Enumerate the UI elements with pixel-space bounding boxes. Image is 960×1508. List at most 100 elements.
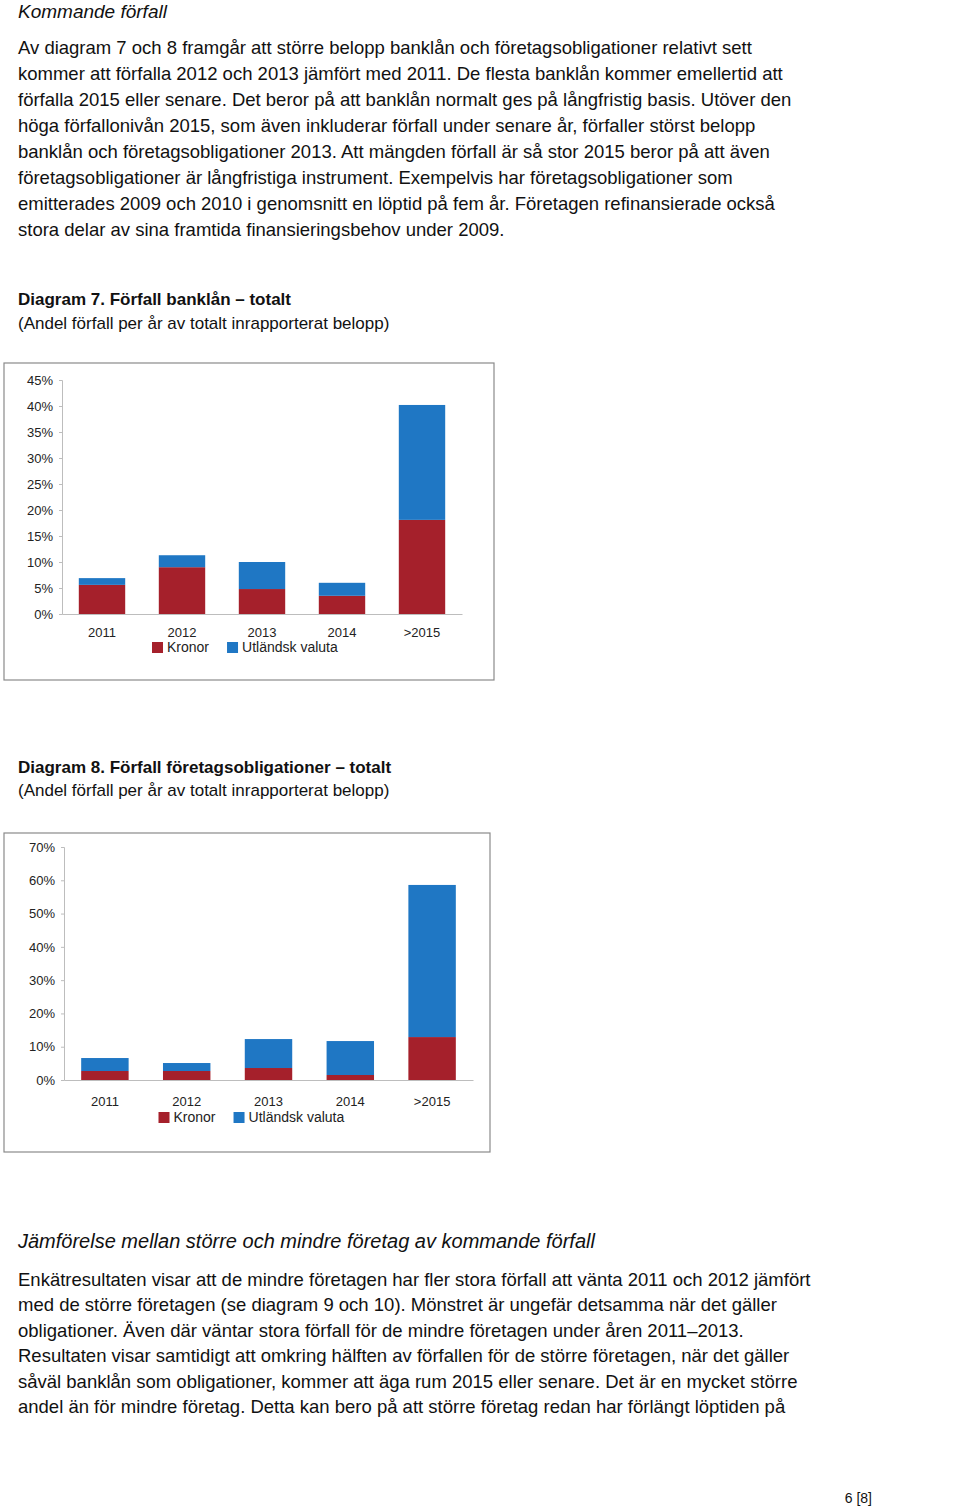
x-tick-label: 2013: [248, 625, 277, 640]
bar: [408, 885, 455, 1037]
y-tick: 45%: [27, 373, 62, 388]
x-tick: 2011: [91, 1080, 119, 1109]
y-tick-label: 45%: [27, 373, 53, 388]
chart-subtitle: (Andel förfall per år av totalt inrappor…: [18, 314, 389, 333]
y-tick-mark: [61, 914, 64, 915]
y-tick-label: 40%: [27, 399, 53, 414]
x-axis-line: [65, 1080, 474, 1081]
x-axis: 2011 2012 2013 2014 >2015: [65, 1080, 474, 1109]
y-tick-label: 60%: [29, 873, 55, 888]
chart-title: Diagram 8. Förfall företagsobligationer …: [18, 758, 391, 777]
y-tick-mark: [59, 406, 62, 407]
y-tick-mark: [61, 847, 64, 848]
y-tick-mark: [59, 536, 62, 537]
x-tick-label: 2013: [254, 1094, 283, 1109]
y-tick: 0%: [36, 1073, 64, 1088]
page-background: [0, 0, 960, 1508]
x-tick: >2015: [404, 614, 441, 640]
y-tick-mark: [59, 484, 62, 485]
y-tick-mark: [59, 588, 62, 589]
page: Kommande förfallAv diagram 7 och 8 framg…: [0, 0, 960, 1508]
x-tick-label: 2011: [91, 1094, 119, 1109]
bar: [159, 555, 205, 567]
paragraph-line: höga förfallonivån 2015, som även inklud…: [18, 115, 755, 136]
x-tick: 2014: [336, 1080, 365, 1109]
y-tick-mark: [59, 458, 62, 459]
y-tick: 50%: [29, 906, 64, 921]
y-tick: 10%: [27, 555, 62, 570]
chart-title: Diagram 7. Förfall banklån – totalt: [18, 290, 291, 309]
legend-item: Kronor: [159, 1109, 216, 1125]
legend: Kronor Utländsk valuta: [159, 1109, 345, 1125]
paragraph: Enkätresultaten visar att de mindre före…: [18, 1269, 811, 1417]
paragraph-line: emitterades 2009 och 2010 i genomsnitt e…: [18, 193, 776, 214]
x-tick: 2014: [328, 614, 357, 640]
legend-swatch: [152, 642, 163, 653]
bar: [327, 1041, 374, 1075]
chart-frame: [4, 833, 490, 1152]
x-axis-line: [63, 614, 463, 615]
y-tick: 25%: [27, 477, 62, 492]
bar: [245, 1068, 292, 1080]
chart-frame: [4, 363, 494, 680]
paragraph-line: företagsobligationer är långfristiga ins…: [18, 167, 733, 188]
legend: KronorUtländsk valuta: [152, 639, 338, 655]
paragraph: Av diagram 7 och 8 framgår att större be…: [18, 37, 791, 240]
bar: [319, 583, 365, 596]
y-tick-mark: [59, 614, 62, 615]
series: [81, 885, 456, 1075]
y-tick-label: 40%: [29, 940, 55, 955]
bar: [239, 562, 285, 589]
y-tick-label: 70%: [29, 840, 55, 855]
y-tick-label: 0%: [36, 1073, 55, 1088]
bar: [408, 1037, 455, 1080]
paragraph-line: Enkätresultaten visar att de mindre före…: [18, 1269, 811, 1290]
y-tick-mark: [59, 510, 62, 511]
bar: [79, 585, 125, 614]
y-tick-mark: [61, 880, 64, 881]
paragraph-line: obligationer. Även där väntar stora förf…: [18, 1320, 744, 1341]
bars: [81, 885, 456, 1080]
y-axis: 0% 10% 20% 30% 40% 50% 60% 70%: [29, 840, 65, 1088]
x-tick: 2013: [248, 614, 277, 640]
legend-swatch: [159, 1112, 170, 1123]
y-tick-mark: [61, 980, 64, 981]
chart: Diagram 7. Förfall banklån – totalt (Ande…: [4, 290, 494, 680]
x-tick-label: >2015: [414, 1094, 451, 1109]
y-tick-label: 0%: [34, 607, 53, 622]
x-tick: 2011: [88, 614, 116, 640]
x-tick-label: 2012: [172, 1094, 201, 1109]
y-tick: 70%: [29, 840, 64, 855]
y-tick: 40%: [27, 399, 62, 414]
series: [79, 405, 445, 596]
paragraph-line: Resultaten visar samtidigt att omkring h…: [18, 1345, 789, 1366]
series: [79, 520, 445, 614]
paragraph-line: stora delar av sina framtida finansierin…: [18, 219, 504, 240]
x-tick: 2013: [254, 1080, 283, 1109]
bar: [81, 1058, 128, 1071]
chart-subtitle: (Andel förfall per år av totalt inrappor…: [18, 781, 389, 800]
series: [81, 1037, 456, 1080]
y-tick-mark: [59, 380, 62, 381]
y-tick: 30%: [29, 973, 64, 988]
section-heading: Jämförelse mellan större och mindre före…: [17, 1230, 595, 1252]
x-tick-label: >2015: [404, 625, 441, 640]
y-axis-line: [59, 381, 63, 615]
legend-label: Utländsk valuta: [249, 1109, 345, 1125]
legend-item: Utländsk valuta: [234, 1109, 345, 1125]
bar: [163, 1063, 210, 1071]
bar: [327, 1075, 374, 1080]
bar: [245, 1039, 292, 1068]
legend-label: Utländsk valuta: [242, 639, 338, 655]
y-tick-label: 20%: [29, 1006, 55, 1021]
y-tick-label: 25%: [27, 477, 53, 492]
y-tick: 20%: [29, 1006, 64, 1021]
paragraph-line: Av diagram 7 och 8 framgår att större be…: [18, 37, 752, 58]
y-tick-label: 30%: [27, 451, 53, 466]
y-tick-label: 20%: [27, 503, 53, 518]
x-tick: 2012: [168, 614, 197, 640]
legend-item: Utländsk valuta: [227, 639, 338, 655]
y-tick: 10%: [29, 1039, 64, 1054]
bar: [239, 589, 285, 614]
bar: [319, 596, 365, 614]
